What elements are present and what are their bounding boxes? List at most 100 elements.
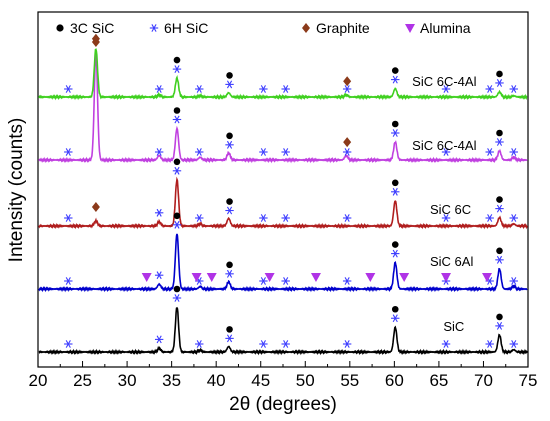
marker-6h-sic [172, 115, 182, 124]
marker-graphite [343, 76, 352, 87]
marker-6h-sic [259, 85, 268, 93]
legend-asterisk-icon [151, 24, 157, 32]
plot-frame [37, 11, 529, 368]
marker-6h-sic [195, 214, 204, 222]
traces-group [38, 48, 528, 356]
marker-6h-sic [154, 271, 164, 280]
marker-6h-sic [195, 85, 204, 93]
marker-6h-sic [391, 314, 400, 323]
marker-3c-sic [496, 196, 503, 203]
x-tick-label: 65 [429, 371, 448, 390]
legend: 3C SiC 6H SiC Graphite Alumina [56, 20, 471, 36]
marker-6h-sic [225, 206, 234, 215]
marker-6h-sic [342, 85, 352, 93]
marker-6h-sic [495, 138, 504, 146]
x-tick-label: 25 [73, 371, 92, 390]
marker-6h-sic [281, 340, 290, 348]
marker-6h-sic [259, 148, 268, 156]
marker-6h-sic [391, 75, 400, 84]
marker-6h-sic [509, 214, 518, 222]
markers-group [64, 33, 518, 348]
marker-graphite [343, 137, 352, 148]
marker-6h-sic [509, 277, 518, 285]
legend-label: 6H SiC [164, 20, 208, 36]
x-axis-title: 2θ (degrees) [229, 394, 337, 415]
marker-6h-sic [485, 85, 494, 93]
trace-label: SiC 6C [430, 202, 471, 217]
legend-label: 3C SiC [70, 20, 114, 36]
marker-3c-sic [226, 198, 233, 205]
legend-label: Alumina [420, 20, 471, 36]
marker-3c-sic [496, 247, 503, 255]
marker-6h-sic [154, 85, 164, 93]
marker-6h-sic [281, 85, 290, 93]
legend-triangle-icon [405, 24, 415, 33]
x-tick-label: 20 [29, 371, 48, 390]
marker-alumina [141, 273, 152, 282]
x-tick-label: 40 [207, 371, 226, 390]
series-line [38, 233, 528, 293]
legend-item: Alumina [405, 20, 471, 36]
marker-alumina [310, 273, 321, 282]
marker-3c-sic [226, 132, 233, 140]
marker-6h-sic [281, 148, 290, 156]
series-line [38, 306, 528, 356]
x-tick-label: 30 [118, 371, 137, 390]
marker-3c-sic [391, 67, 399, 74]
x-tick-label: 75 [519, 371, 538, 390]
marker-6h-sic [172, 65, 182, 74]
marker-6h-sic [172, 166, 182, 175]
marker-6h-sic [259, 214, 268, 222]
marker-6h-sic [281, 214, 290, 222]
marker-6h-sic [441, 214, 451, 222]
marker-6h-sic [154, 208, 164, 217]
marker-6h-sic [195, 148, 204, 156]
marker-6h-sic [342, 340, 352, 348]
marker-6h-sic [225, 140, 234, 149]
legend-item: 3C SiC [56, 20, 114, 36]
marker-3c-sic [173, 107, 181, 114]
legend-diamond-icon [302, 23, 310, 33]
legend-item: 6H SiC [149, 20, 208, 36]
marker-6h-sic [64, 148, 73, 156]
marker-graphite [91, 33, 100, 44]
marker-6h-sic [485, 214, 494, 222]
series-line [38, 176, 528, 230]
marker-6h-sic [172, 220, 182, 229]
marker-alumina [482, 273, 493, 282]
marker-6h-sic [509, 85, 518, 93]
marker-6h-sic [342, 214, 352, 222]
marker-3c-sic [496, 313, 503, 321]
y-axis-title: Intensity (counts) [6, 118, 27, 263]
marker-6h-sic [391, 249, 400, 258]
marker-6h-sic [259, 340, 268, 348]
x-ticks-group: 20 25 30 35 40 45 50 55 60 65 70 75 [29, 361, 538, 390]
trace-labels-group: SiC SiC 6Al SiC 6C SiC 6C-4Al SiC 6C-4Al [412, 74, 476, 334]
trace-label: SiC 6C-4Al [412, 138, 476, 153]
trace-label: SiC 6C-4Al [412, 74, 476, 89]
marker-6h-sic [441, 340, 451, 348]
marker-3c-sic [173, 212, 181, 220]
marker-6h-sic [509, 340, 518, 348]
marker-3c-sic [391, 179, 399, 187]
marker-alumina [399, 273, 410, 282]
marker-3c-sic [226, 326, 233, 333]
x-tick-label: 60 [385, 371, 404, 390]
marker-6h-sic [64, 85, 73, 93]
marker-6h-sic [495, 321, 504, 330]
legend-circle-icon [56, 24, 64, 32]
marker-6h-sic [441, 85, 451, 93]
marker-graphite [91, 201, 100, 212]
marker-6h-sic [64, 340, 73, 348]
trace-label: SiC [443, 319, 464, 334]
marker-6h-sic [391, 129, 400, 137]
series-line [38, 51, 528, 164]
marker-alumina [264, 273, 275, 282]
marker-6h-sic [495, 204, 504, 213]
marker-3c-sic [173, 285, 181, 293]
marker-6h-sic [485, 148, 494, 156]
x-tick-label: 35 [162, 371, 181, 390]
marker-3c-sic [226, 72, 233, 79]
marker-alumina [441, 273, 452, 282]
